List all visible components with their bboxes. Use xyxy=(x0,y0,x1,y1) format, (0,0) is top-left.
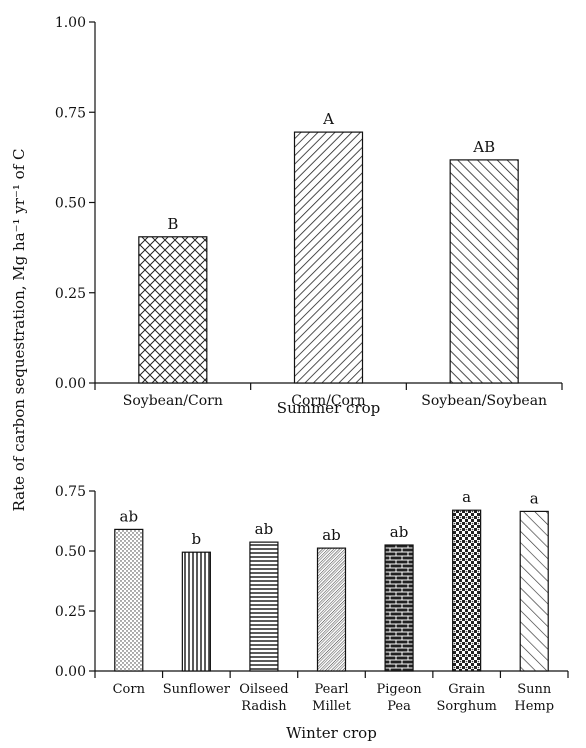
y-tick-label: 0.75 xyxy=(55,105,86,121)
y-axis-title: Rate of carbon sequestration, Mg ha⁻¹ yr… xyxy=(10,149,28,512)
bar-significance-label: ab xyxy=(255,520,274,538)
bar xyxy=(519,510,549,672)
bar xyxy=(449,159,519,384)
x-category-label: Pigeon xyxy=(377,682,423,697)
y-tick-label: 0.25 xyxy=(55,604,86,620)
bar-significance-label: ab xyxy=(322,526,341,544)
bar xyxy=(293,131,364,384)
x-category-label: Soybean/Soybean xyxy=(421,393,547,409)
x-axis-title: Winter crop xyxy=(286,724,377,742)
x-category-label: Sorghum xyxy=(436,699,496,714)
bar-significance-label: b xyxy=(192,530,202,548)
x-category-label: Corn/Corn xyxy=(291,393,365,409)
bar-significance-label: B xyxy=(167,215,178,233)
bar xyxy=(384,544,414,672)
bar-significance-label: A xyxy=(322,110,334,128)
x-category-label: Millet xyxy=(312,699,351,714)
bar-significance-label: AB xyxy=(472,138,495,156)
x-category-label: Radish xyxy=(241,699,287,714)
y-tick-label: 0.50 xyxy=(55,544,86,560)
x-category-label: Soybean/Corn xyxy=(123,393,223,409)
x-category-label: Hemp xyxy=(514,699,554,714)
x-category-label: Grain xyxy=(448,682,486,697)
top-panel: 0.00 0.25 0.50 0.75 1.00 B Soybean/Corn A Corn/C… xyxy=(55,15,563,417)
x-category-label: Sunflower xyxy=(163,682,231,697)
bar-significance-label: ab xyxy=(120,507,139,525)
x-category-label: Corn xyxy=(113,682,146,697)
bar xyxy=(452,509,482,672)
y-tick-label: 1.00 xyxy=(55,15,86,31)
y-tick-label: 0.00 xyxy=(55,664,86,680)
bar xyxy=(114,528,144,672)
y-tick-label: 0.25 xyxy=(55,286,86,302)
x-category-label: Sunn xyxy=(517,682,552,697)
bar xyxy=(181,551,211,672)
bar xyxy=(138,236,208,384)
bar-significance-label: ab xyxy=(390,523,409,541)
bar-significance-label: a xyxy=(530,489,539,507)
bottom-panel: 0.00 0.25 0.50 0.75 ab Corn b Sunflower ab Oilsee… xyxy=(55,484,569,742)
bar-significance-label: a xyxy=(462,488,471,506)
x-category-label: Pea xyxy=(387,699,411,714)
bar xyxy=(316,547,347,672)
x-category-label: Pearl xyxy=(315,682,349,697)
y-tick-label: 0.50 xyxy=(55,196,86,212)
bar xyxy=(249,541,279,672)
x-category-label: Oilseed xyxy=(239,682,288,697)
x-axis-title: Summer crop xyxy=(277,399,380,417)
y-tick-label: 0.00 xyxy=(55,376,86,392)
y-tick-label: 0.75 xyxy=(55,484,86,500)
